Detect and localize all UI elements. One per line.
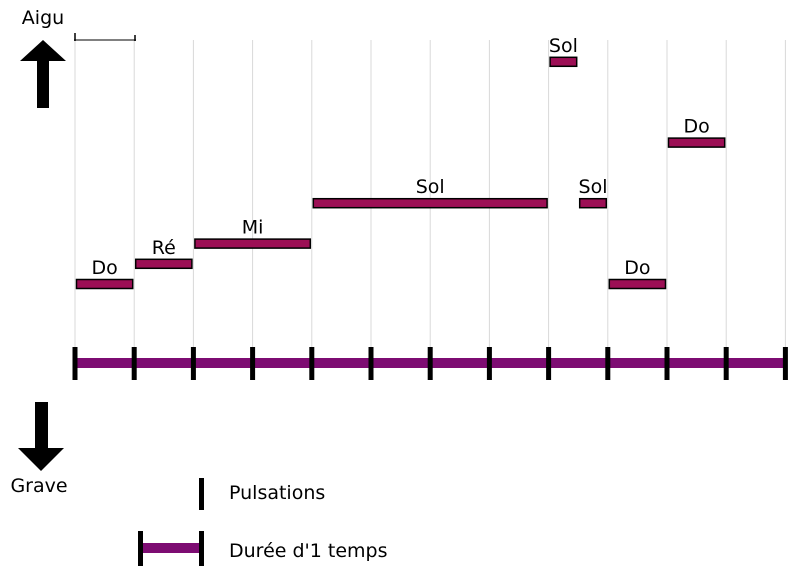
beat-duration-bar — [609, 358, 665, 368]
note-label: Sol — [416, 176, 445, 198]
note: Do — [75, 257, 134, 290]
note-label: Do — [91, 257, 117, 279]
beat-duration-bar — [669, 358, 725, 368]
note: Sol — [312, 176, 548, 209]
note-label: Do — [683, 116, 709, 138]
beat-duration-bar — [728, 358, 784, 368]
legend-duration-tick-left — [138, 531, 143, 566]
note: Mi — [194, 217, 312, 249]
note-label: Sol — [549, 35, 578, 57]
note: Ré — [134, 237, 193, 270]
pulse-tick — [782, 347, 788, 380]
pulse-tick — [190, 347, 196, 380]
beat-duration-bar — [195, 358, 251, 368]
note-bar — [312, 197, 548, 209]
beat-duration-bar — [136, 358, 192, 368]
beat-duration-bar — [550, 358, 606, 368]
beat-duration-bar — [491, 358, 547, 368]
beat-timeline — [72, 347, 788, 380]
note-bar — [667, 137, 726, 148]
note: Sol — [578, 176, 608, 209]
note-label: Mi — [242, 217, 264, 239]
pulse-tick — [250, 347, 256, 380]
high-pitch-label: Aigu — [22, 7, 64, 29]
note-bar — [75, 278, 134, 290]
legend-pulse-marker — [199, 478, 204, 510]
beat-duration-bar — [373, 358, 429, 368]
beat-duration-bar — [77, 358, 133, 368]
beat-duration-bar — [313, 358, 369, 368]
note-bar — [608, 278, 667, 290]
note-label: Do — [624, 257, 650, 279]
pulse-tick — [486, 347, 492, 380]
pulse-tick — [131, 347, 137, 380]
note-bar — [194, 238, 312, 249]
low-pitch-label: Grave — [10, 475, 67, 497]
legend-duration-tick-right — [199, 531, 204, 566]
pulse-tick — [546, 347, 552, 380]
note-label: Sol — [579, 176, 608, 198]
arrow-down-icon — [18, 402, 64, 471]
pulse-tick — [427, 347, 433, 380]
beat-gridlines — [74, 40, 786, 350]
beat-duration-bar — [432, 358, 488, 368]
note: Sol — [549, 35, 578, 68]
pulse-tick — [72, 347, 78, 380]
notes-layer: Do Ré Mi Sol Sol Sol Do Do — [75, 35, 726, 290]
pulse-tick — [664, 347, 670, 380]
note: Do — [667, 116, 726, 148]
note-bar — [549, 56, 578, 68]
pulse-tick — [309, 347, 315, 380]
note: Do — [608, 257, 667, 290]
pulse-tick — [605, 347, 611, 380]
arrow-up-icon — [20, 40, 66, 108]
legend-duration-label: Durée d'1 temps — [229, 540, 388, 562]
beat-duration-bar — [254, 358, 310, 368]
note-bar — [134, 258, 193, 270]
note-bar — [578, 197, 608, 209]
note-label: Ré — [152, 237, 176, 259]
pulse-tick — [368, 347, 374, 380]
legend-duration-bar — [143, 543, 200, 553]
legend-pulse-label: Pulsations — [229, 482, 325, 504]
pulse-tick — [723, 347, 729, 380]
